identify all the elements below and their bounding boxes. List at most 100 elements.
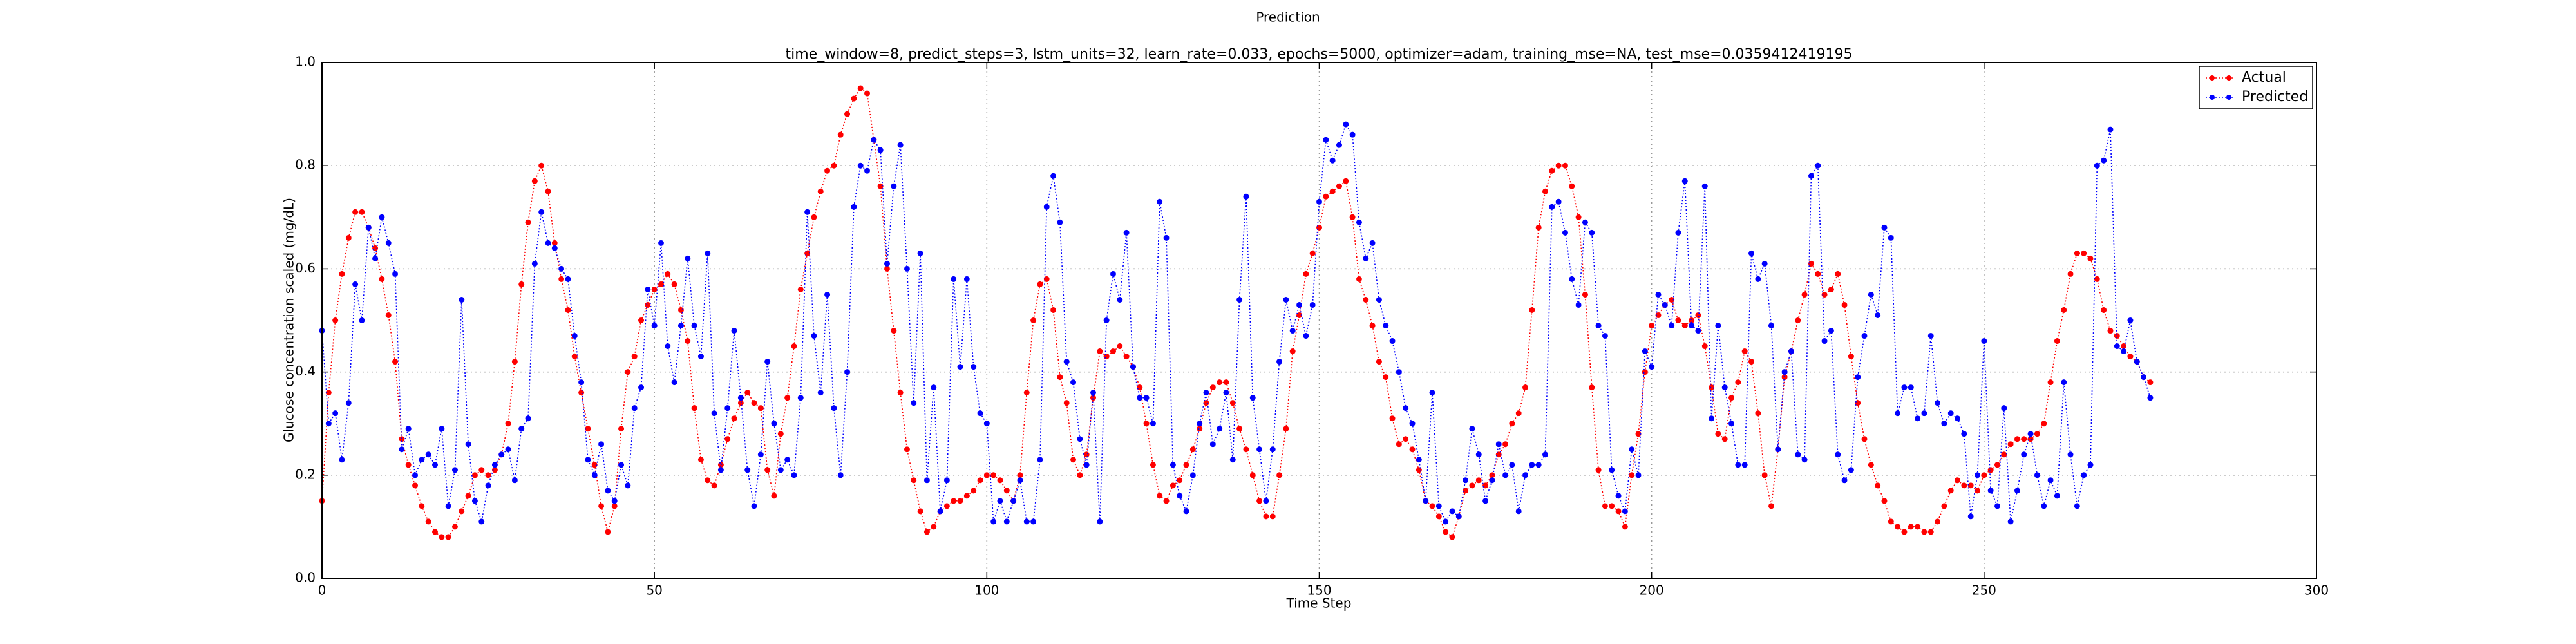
data-point [565, 307, 571, 313]
data-point [665, 343, 671, 350]
data-point [372, 245, 379, 251]
data-point [1063, 359, 1070, 365]
data-point [1868, 462, 1874, 468]
data-point [1881, 224, 1888, 231]
data-point [1775, 446, 1781, 453]
data-point [1409, 421, 1416, 427]
data-point [977, 477, 983, 484]
data-point [1110, 348, 1116, 355]
data-point [864, 90, 871, 97]
data-point [990, 472, 997, 478]
data-point [419, 503, 425, 509]
data-point [1735, 462, 1741, 468]
data-point [1935, 400, 1941, 406]
data-point [1735, 379, 1741, 386]
data-point [1549, 167, 1555, 174]
data-point [1835, 270, 1841, 277]
data-point [877, 183, 884, 189]
data-point [1921, 410, 1927, 417]
data-point [1323, 137, 1329, 143]
data-point [505, 421, 511, 427]
data-point [997, 477, 1003, 484]
data-point [459, 296, 465, 303]
data-point [412, 482, 419, 489]
data-point [1435, 513, 1442, 520]
data-point [711, 482, 717, 489]
data-point [1336, 142, 1342, 148]
data-point [1269, 513, 1276, 520]
data-point [2061, 379, 2067, 386]
data-point [465, 441, 471, 448]
data-point [1888, 234, 1894, 241]
data-point [1057, 219, 1063, 225]
data-point [1768, 323, 1774, 329]
data-point [538, 209, 545, 215]
data-point [1502, 441, 1509, 448]
data-point [1223, 390, 1229, 396]
data-point [1037, 457, 1043, 463]
data-point [963, 276, 970, 282]
data-point [498, 451, 505, 458]
y-tick-label: 0.2 [295, 466, 316, 482]
data-point [1701, 343, 1708, 350]
data-point [1482, 482, 1489, 489]
legend-box [2199, 66, 2313, 109]
data-point [824, 291, 831, 298]
data-point [1655, 312, 1662, 318]
data-point [1715, 431, 1721, 437]
data-point [571, 354, 578, 360]
data-point [1403, 436, 1409, 442]
data-point [731, 328, 737, 334]
data-point [751, 503, 757, 509]
plot-frame [321, 62, 2317, 579]
data-point [937, 508, 943, 515]
data-point [751, 400, 757, 406]
data-point [1309, 250, 1316, 256]
data-point [2074, 503, 2080, 509]
data-point [551, 245, 558, 251]
data-point [591, 472, 598, 478]
data-point [1090, 390, 1097, 396]
data-point [1356, 219, 1362, 225]
data-point [1795, 317, 1801, 323]
data-point [2101, 307, 2107, 313]
data-point [2041, 503, 2047, 509]
data-point [1595, 323, 1602, 329]
data-point [917, 250, 923, 256]
data-point [2114, 343, 2120, 350]
data-point [1303, 270, 1309, 277]
data-point [1981, 338, 1987, 345]
data-point [2081, 250, 2087, 256]
data-point [2047, 379, 2054, 386]
legend-marker [2210, 95, 2215, 100]
data-point [1469, 482, 1475, 489]
data-point [1955, 477, 1961, 484]
data-point [2147, 379, 2154, 386]
data-point [677, 323, 684, 329]
data-point [1256, 498, 1263, 504]
data-point [1383, 323, 1389, 329]
data-point [585, 457, 591, 463]
data-point [611, 503, 618, 509]
data-point [1083, 451, 1090, 458]
data-point [1435, 503, 1442, 509]
data-point [1755, 410, 1761, 417]
data-point [697, 457, 704, 463]
data-point [1828, 286, 1834, 292]
data-point [1475, 477, 1482, 484]
data-point [1728, 421, 1735, 427]
data-point [1927, 529, 1934, 535]
data-point [1828, 328, 1834, 334]
data-point [1217, 426, 1223, 432]
data-point [1841, 301, 1848, 308]
data-point [1748, 250, 1755, 256]
data-point [1575, 301, 1582, 308]
data-point [332, 317, 339, 323]
chart-title: time_window=8, predict_steps=3, lstm_uni… [786, 46, 1853, 62]
data-point [1017, 472, 1023, 478]
data-point [1137, 384, 1143, 391]
data-point [1416, 457, 1422, 463]
data-point [1908, 524, 1914, 530]
data-point [1695, 312, 1701, 318]
data-point [339, 270, 345, 277]
